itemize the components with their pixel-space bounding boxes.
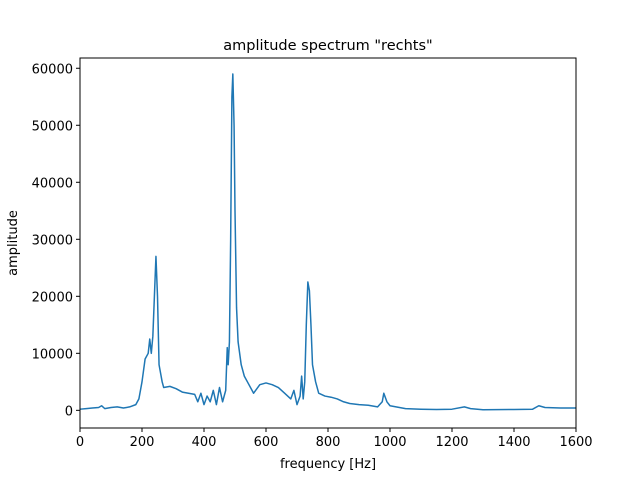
y-tick-label: 60000 [32, 62, 73, 77]
plot-frame [79, 57, 577, 429]
y-tick-label: 20000 [32, 290, 73, 305]
y-tick-label: 40000 [32, 176, 73, 191]
x-tick-label: 0 [76, 435, 84, 450]
x-tick-label: 1000 [373, 435, 406, 450]
x-tick-label: 1600 [559, 435, 592, 450]
y-axis-label: amplitude [6, 210, 21, 276]
chart-title: amplitude spectrum "rechts" [223, 38, 432, 54]
y-tick-label: 50000 [32, 119, 73, 134]
y-tick-label: 10000 [32, 347, 73, 362]
x-tick-label: 200 [130, 435, 155, 450]
x-tick-label: 1200 [435, 435, 468, 450]
x-tick-label: 800 [316, 435, 341, 450]
x-tick-label: 600 [254, 435, 279, 450]
x-tick-label: 1400 [497, 435, 530, 450]
y-tick-label: 30000 [32, 233, 73, 248]
x-axis-label: frequency [Hz] [280, 457, 376, 472]
line [79, 73, 576, 411]
y-tick-label: 0 [65, 404, 73, 419]
x-tick-label: 400 [192, 435, 217, 450]
